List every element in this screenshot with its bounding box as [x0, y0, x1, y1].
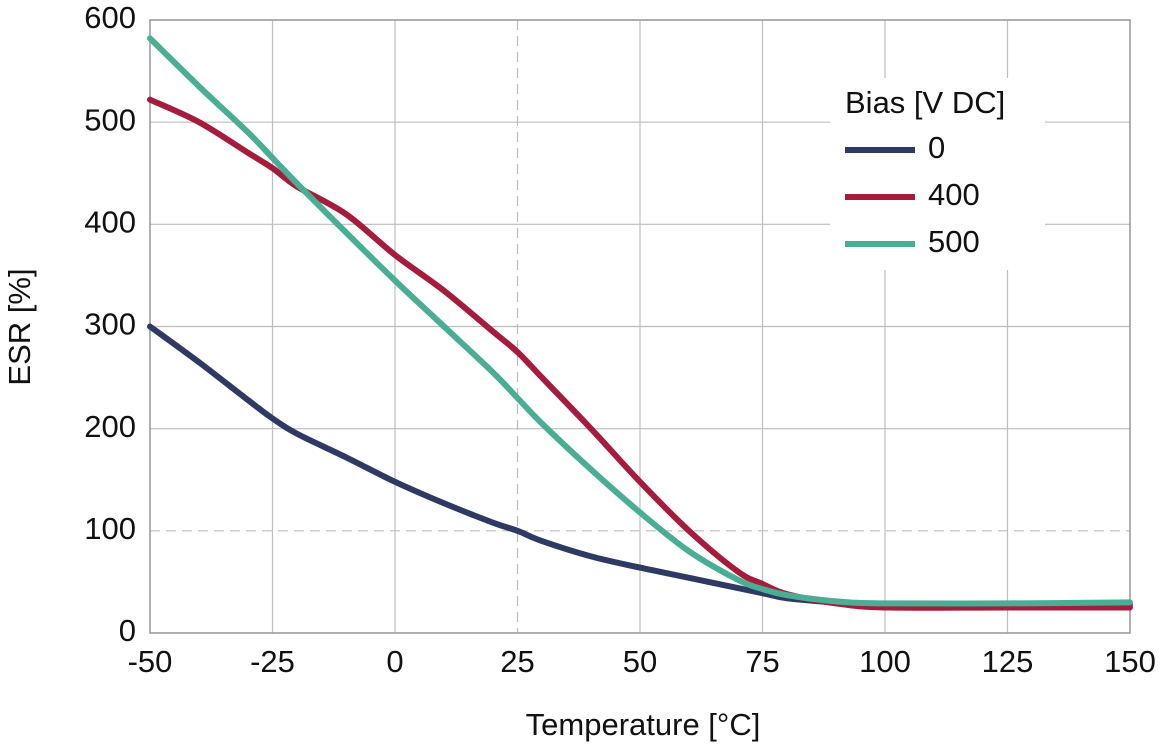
y-tick-label: 400 — [84, 205, 136, 240]
x-tick-label: 50 — [623, 644, 657, 679]
x-tick-label: -25 — [250, 644, 295, 679]
legend-title: Bias [V DC] — [845, 85, 1005, 120]
legend-box — [830, 78, 1045, 270]
y-axis-title: ESR [%] — [2, 268, 37, 385]
legend-label: 0 — [928, 130, 945, 165]
x-tick-label: 150 — [1104, 644, 1156, 679]
y-tick-label: 500 — [84, 102, 136, 137]
x-axis-title: Temperature [°C] — [526, 707, 761, 742]
x-tick-label: 25 — [500, 644, 534, 679]
legend-label: 400 — [928, 177, 980, 212]
legend-label: 500 — [928, 224, 980, 259]
y-tick-label: 600 — [84, 0, 136, 35]
x-tick-label: 75 — [745, 644, 779, 679]
x-tick-label: 100 — [859, 644, 911, 679]
x-tick-label: 0 — [386, 644, 403, 679]
x-tick-label: 125 — [982, 644, 1034, 679]
x-tick-label: -50 — [128, 644, 173, 679]
y-tick-label: 0 — [119, 613, 136, 648]
y-tick-label: 200 — [84, 409, 136, 444]
y-tick-label: 300 — [84, 307, 136, 342]
y-tick-label: 100 — [84, 511, 136, 546]
series-line — [147, 35, 1133, 607]
